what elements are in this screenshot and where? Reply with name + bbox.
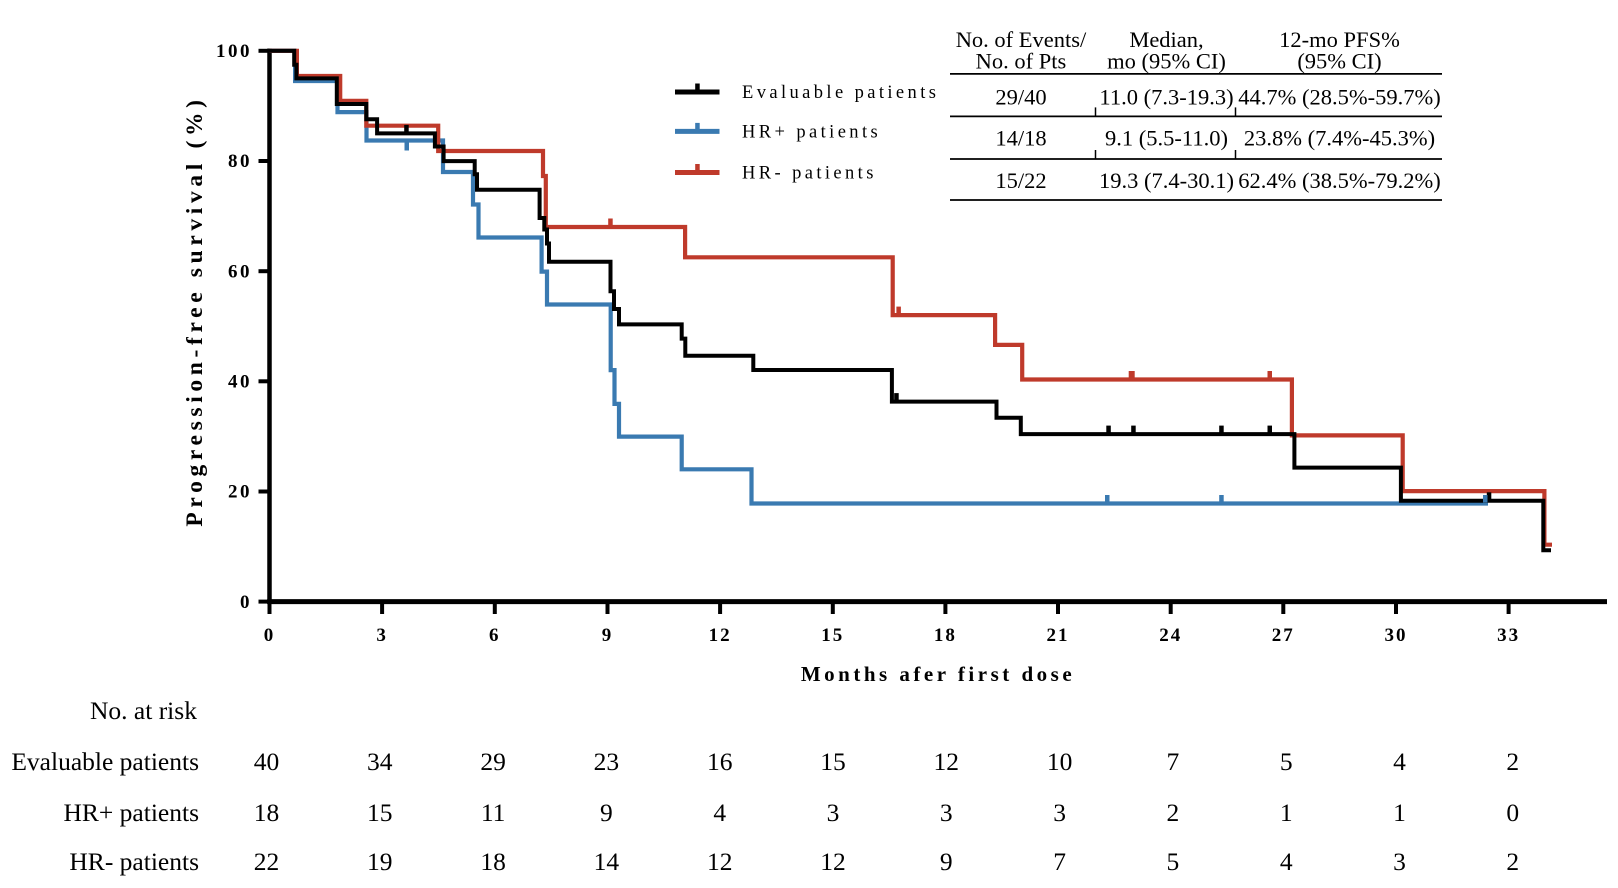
- svg-text:Evaluable patients: Evaluable patients: [742, 83, 939, 103]
- svg-text:HR+ patients: HR+ patients: [64, 798, 200, 827]
- svg-text:21: 21: [1047, 625, 1070, 646]
- svg-text:22: 22: [254, 847, 280, 876]
- svg-text:3: 3: [1393, 847, 1406, 876]
- svg-text:4: 4: [1393, 747, 1406, 776]
- svg-text:HR- patients: HR- patients: [742, 164, 877, 184]
- svg-text:12: 12: [709, 625, 732, 646]
- svg-text:30: 30: [1385, 625, 1408, 646]
- svg-text:4: 4: [713, 798, 726, 827]
- svg-text:7: 7: [1053, 847, 1066, 876]
- svg-text:12: 12: [820, 847, 846, 876]
- svg-text:15: 15: [367, 798, 393, 827]
- svg-text:No. of Pts: No. of Pts: [976, 49, 1067, 74]
- svg-text:2: 2: [1506, 747, 1519, 776]
- svg-text:2: 2: [1167, 798, 1180, 827]
- svg-text:14/18: 14/18: [995, 126, 1046, 151]
- svg-text:9: 9: [602, 625, 614, 646]
- svg-text:3: 3: [940, 798, 953, 827]
- svg-text:mo (95% CI): mo (95% CI): [1107, 49, 1226, 74]
- svg-text:40: 40: [254, 747, 280, 776]
- svg-text:1: 1: [1393, 798, 1406, 827]
- svg-text:19: 19: [367, 847, 393, 876]
- svg-text:10: 10: [1047, 747, 1073, 776]
- svg-text:7: 7: [1167, 747, 1180, 776]
- svg-text:(95% CI): (95% CI): [1297, 49, 1381, 74]
- svg-text:Progression-free survival (%): Progression-free survival (%): [182, 95, 208, 526]
- svg-text:6: 6: [489, 625, 501, 646]
- svg-text:12: 12: [934, 747, 960, 776]
- svg-text:15: 15: [821, 625, 844, 646]
- svg-text:Months afer first dose: Months afer first dose: [801, 662, 1075, 686]
- svg-text:20: 20: [228, 482, 252, 503]
- svg-text:12-mo PFS%: 12-mo PFS%: [1279, 27, 1400, 52]
- svg-text:29: 29: [480, 747, 506, 776]
- svg-text:24: 24: [1159, 625, 1182, 646]
- svg-text:11.0 (7.3-19.3): 11.0 (7.3-19.3): [1099, 85, 1233, 110]
- svg-text:18: 18: [934, 625, 957, 646]
- svg-text:80: 80: [228, 151, 252, 172]
- svg-text:11: 11: [481, 798, 506, 827]
- svg-text:Evaluable patients: Evaluable patients: [11, 747, 199, 776]
- svg-text:1: 1: [1280, 798, 1293, 827]
- svg-text:40: 40: [228, 372, 252, 393]
- svg-text:18: 18: [480, 847, 506, 876]
- svg-text:3: 3: [376, 625, 388, 646]
- svg-text:3: 3: [827, 798, 840, 827]
- svg-text:15: 15: [820, 747, 846, 776]
- svg-text:3: 3: [1053, 798, 1066, 827]
- svg-text:5: 5: [1280, 747, 1293, 776]
- svg-text:9.1 (5.5-11.0): 9.1 (5.5-11.0): [1105, 126, 1228, 151]
- svg-text:23: 23: [594, 747, 620, 776]
- svg-text:HR- patients: HR- patients: [69, 847, 199, 876]
- svg-text:14: 14: [594, 847, 620, 876]
- svg-text:34: 34: [367, 747, 393, 776]
- svg-text:Median,: Median,: [1129, 27, 1203, 52]
- svg-text:44.7% (28.5%-59.7%): 44.7% (28.5%-59.7%): [1238, 85, 1440, 110]
- svg-text:No. at risk: No. at risk: [90, 696, 197, 725]
- svg-text:12: 12: [707, 847, 733, 876]
- svg-text:33: 33: [1497, 625, 1520, 646]
- svg-text:60: 60: [228, 261, 252, 282]
- svg-text:HR+ patients: HR+ patients: [742, 122, 881, 142]
- svg-text:29/40: 29/40: [995, 85, 1046, 110]
- svg-text:No. of Events/: No. of Events/: [956, 27, 1087, 52]
- svg-text:9: 9: [940, 847, 953, 876]
- svg-text:18: 18: [254, 798, 280, 827]
- svg-text:0: 0: [264, 625, 276, 646]
- svg-text:19.3 (7.4-30.1): 19.3 (7.4-30.1): [1099, 168, 1234, 193]
- svg-text:9: 9: [600, 798, 613, 827]
- svg-text:16: 16: [707, 747, 733, 776]
- svg-text:0: 0: [240, 592, 252, 613]
- svg-text:23.8% (7.4%-45.3%): 23.8% (7.4%-45.3%): [1244, 126, 1435, 151]
- svg-text:0: 0: [1506, 798, 1519, 827]
- svg-text:4: 4: [1280, 847, 1293, 876]
- svg-text:15/22: 15/22: [995, 168, 1046, 193]
- svg-text:62.4% (38.5%-79.2%): 62.4% (38.5%-79.2%): [1238, 168, 1440, 193]
- svg-text:2: 2: [1506, 847, 1519, 876]
- svg-text:5: 5: [1167, 847, 1180, 876]
- svg-text:100: 100: [216, 41, 252, 62]
- svg-text:27: 27: [1272, 625, 1295, 646]
